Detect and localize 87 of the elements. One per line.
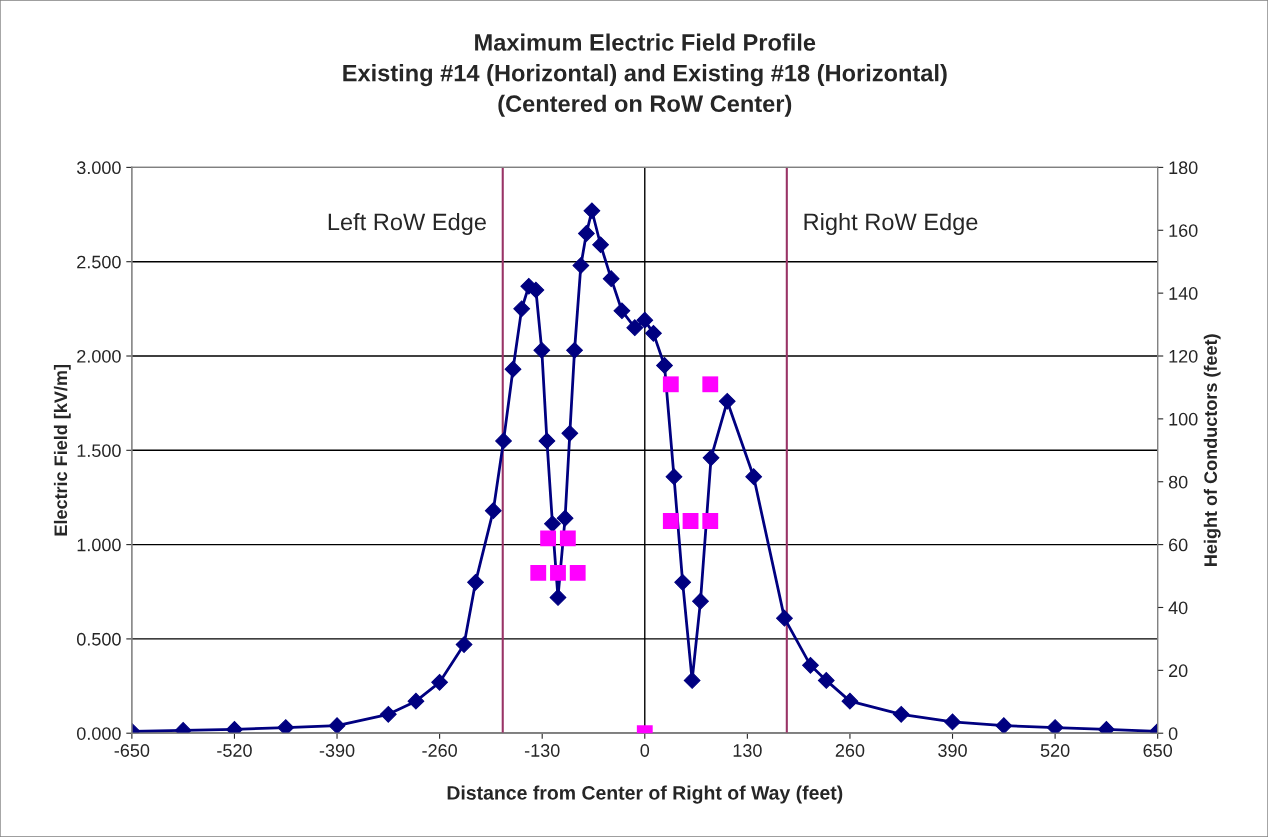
point <box>572 257 590 274</box>
point <box>538 432 556 450</box>
point <box>1046 719 1064 734</box>
point <box>613 302 631 320</box>
point <box>561 424 579 442</box>
point <box>549 589 567 606</box>
y2-tick-label: 0 <box>1168 727 1178 740</box>
y-tick-label: 1.000 <box>77 538 121 552</box>
point <box>592 236 609 254</box>
point <box>745 468 763 486</box>
point <box>540 530 557 547</box>
y-tick-label: 0.000 <box>76 727 121 740</box>
point <box>578 225 595 242</box>
point <box>944 713 961 731</box>
x-tick-label: 260 <box>835 744 865 757</box>
y-tick-label: 0.500 <box>76 632 121 646</box>
y2-tick-label: 20 <box>1169 664 1188 678</box>
x-tick-label: -650 <box>114 744 150 757</box>
point <box>566 341 583 359</box>
y2-tick-label: 180 <box>1169 161 1198 175</box>
y2-tick-label: 80 <box>1168 475 1188 489</box>
x-tick-label: -520 <box>217 744 252 757</box>
point <box>665 468 683 486</box>
y-tick-label: 1.500 <box>77 444 121 458</box>
point <box>995 717 1013 734</box>
y2-tick-label: 160 <box>1169 224 1198 237</box>
ref-line-label: Left RoW Edge <box>328 212 486 235</box>
point <box>407 692 425 710</box>
x-tick-label: -130 <box>524 744 560 757</box>
x-tick-label: -390 <box>319 744 355 757</box>
point <box>692 592 709 610</box>
point <box>674 573 692 591</box>
y2-tick-label: 60 <box>1169 538 1188 552</box>
point <box>702 449 720 467</box>
y2-tick-label: 40 <box>1168 601 1188 615</box>
point <box>776 609 793 627</box>
point <box>702 376 719 393</box>
point <box>467 573 484 591</box>
point <box>504 360 522 378</box>
point <box>682 513 699 529</box>
y2-tick-label: 120 <box>1169 349 1198 363</box>
y-axis-title: Electric Field [kV/m] <box>53 365 71 536</box>
point <box>455 636 473 653</box>
point <box>431 673 448 691</box>
x-axis-title: Distance from Center of Right of Way (feet) <box>447 785 843 804</box>
y-tick-label: 2.500 <box>77 255 121 269</box>
y-tick-label: 2.000 <box>77 349 121 363</box>
point <box>533 341 551 359</box>
x-tick-label: 0 <box>640 744 650 757</box>
point <box>328 717 346 734</box>
point <box>559 530 576 547</box>
point <box>662 376 679 393</box>
point <box>550 564 566 581</box>
y-tick-label: 3.000 <box>76 161 121 175</box>
x-tick-label: 390 <box>938 744 967 757</box>
point <box>802 656 819 674</box>
x-tick-label: 650 <box>1143 744 1173 757</box>
ref-line-label: Right RoW Edge <box>804 212 978 235</box>
point <box>484 502 502 520</box>
point <box>277 719 295 734</box>
point <box>841 692 859 710</box>
point <box>656 357 673 374</box>
point <box>683 672 701 689</box>
point <box>495 432 512 450</box>
point <box>544 515 561 533</box>
point <box>556 509 574 527</box>
point <box>569 564 586 581</box>
y2-axis-title: Height of Conductors (feet) <box>1203 334 1221 566</box>
x-tick-label: 130 <box>733 744 762 757</box>
point <box>602 270 620 288</box>
y2-tick-label: 140 <box>1169 287 1198 300</box>
point <box>583 202 601 220</box>
x-tick-label: -260 <box>422 744 457 757</box>
point <box>530 564 547 581</box>
point <box>626 319 644 337</box>
point <box>702 513 719 529</box>
y2-tick-label: 100 <box>1169 412 1198 426</box>
point <box>892 705 910 723</box>
point <box>817 672 835 689</box>
x-tick-label: 520 <box>1040 744 1070 757</box>
chart-title: Maximum Electric Field Profile Existing #14 (Horizontal) and Existing #18 (Horizontal) (Centered on RoW Center) <box>343 33 947 117</box>
point <box>718 392 736 410</box>
point <box>513 300 531 318</box>
point <box>645 324 662 342</box>
point <box>662 513 679 529</box>
point <box>379 705 397 723</box>
point <box>636 311 654 329</box>
